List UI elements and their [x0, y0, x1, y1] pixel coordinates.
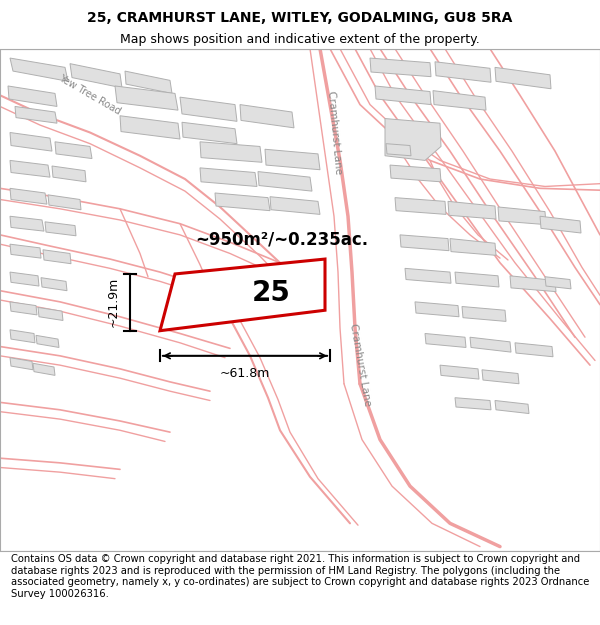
Polygon shape — [160, 259, 325, 331]
Polygon shape — [545, 277, 571, 289]
Polygon shape — [495, 401, 529, 414]
Text: Cramhurst Lane: Cramhurst Lane — [348, 323, 373, 408]
Polygon shape — [120, 116, 180, 139]
Polygon shape — [33, 363, 55, 376]
Polygon shape — [10, 58, 68, 81]
Polygon shape — [182, 122, 237, 144]
Text: ~950m²/~0.235ac.: ~950m²/~0.235ac. — [195, 231, 368, 249]
Polygon shape — [370, 58, 431, 77]
Polygon shape — [395, 198, 446, 214]
Polygon shape — [375, 86, 431, 104]
Polygon shape — [48, 195, 81, 210]
Polygon shape — [8, 86, 57, 106]
Polygon shape — [36, 336, 59, 348]
Polygon shape — [425, 334, 466, 348]
Polygon shape — [10, 302, 37, 315]
Polygon shape — [498, 207, 546, 224]
Polygon shape — [10, 161, 50, 177]
Polygon shape — [180, 97, 237, 121]
Polygon shape — [540, 216, 581, 233]
Polygon shape — [10, 272, 39, 286]
Polygon shape — [200, 168, 257, 186]
Text: Contains OS data © Crown copyright and database right 2021. This information is : Contains OS data © Crown copyright and d… — [11, 554, 589, 599]
Polygon shape — [435, 62, 491, 82]
Polygon shape — [10, 216, 44, 231]
Polygon shape — [70, 64, 122, 88]
Polygon shape — [455, 398, 491, 410]
Polygon shape — [258, 172, 312, 191]
Text: Cramhurst Lane: Cramhurst Lane — [326, 90, 343, 175]
Polygon shape — [470, 338, 511, 352]
Polygon shape — [450, 239, 496, 256]
Polygon shape — [10, 188, 47, 204]
Text: 25, CRAMHURST LANE, WITLEY, GODALMING, GU8 5RA: 25, CRAMHURST LANE, WITLEY, GODALMING, G… — [88, 11, 512, 25]
Polygon shape — [55, 142, 92, 159]
Polygon shape — [41, 278, 67, 291]
Polygon shape — [240, 104, 294, 128]
Polygon shape — [265, 149, 320, 170]
Polygon shape — [495, 68, 551, 89]
Polygon shape — [405, 268, 451, 283]
Polygon shape — [515, 342, 553, 357]
Polygon shape — [390, 165, 441, 182]
Polygon shape — [38, 308, 63, 321]
Polygon shape — [45, 222, 76, 236]
Text: Yew Tree Road: Yew Tree Road — [58, 74, 122, 117]
Polygon shape — [400, 235, 449, 251]
Polygon shape — [10, 330, 35, 342]
Polygon shape — [440, 365, 479, 379]
Text: ~61.8m: ~61.8m — [220, 367, 270, 380]
Polygon shape — [15, 106, 57, 123]
Polygon shape — [125, 71, 172, 93]
Polygon shape — [482, 370, 519, 384]
Polygon shape — [115, 86, 178, 110]
Polygon shape — [200, 142, 262, 162]
Polygon shape — [415, 302, 459, 317]
Polygon shape — [455, 272, 499, 287]
Polygon shape — [510, 276, 556, 292]
Polygon shape — [385, 119, 441, 161]
Polygon shape — [10, 244, 41, 258]
Polygon shape — [448, 201, 496, 219]
Polygon shape — [433, 91, 486, 110]
Polygon shape — [52, 166, 86, 182]
Polygon shape — [215, 193, 270, 211]
Text: ~21.9m: ~21.9m — [107, 278, 120, 328]
Polygon shape — [43, 250, 71, 264]
Polygon shape — [386, 144, 411, 156]
Polygon shape — [10, 357, 33, 370]
Text: Map shows position and indicative extent of the property.: Map shows position and indicative extent… — [120, 33, 480, 46]
Polygon shape — [10, 132, 52, 151]
Polygon shape — [462, 306, 506, 321]
Text: 25: 25 — [252, 279, 290, 308]
Polygon shape — [270, 197, 320, 214]
